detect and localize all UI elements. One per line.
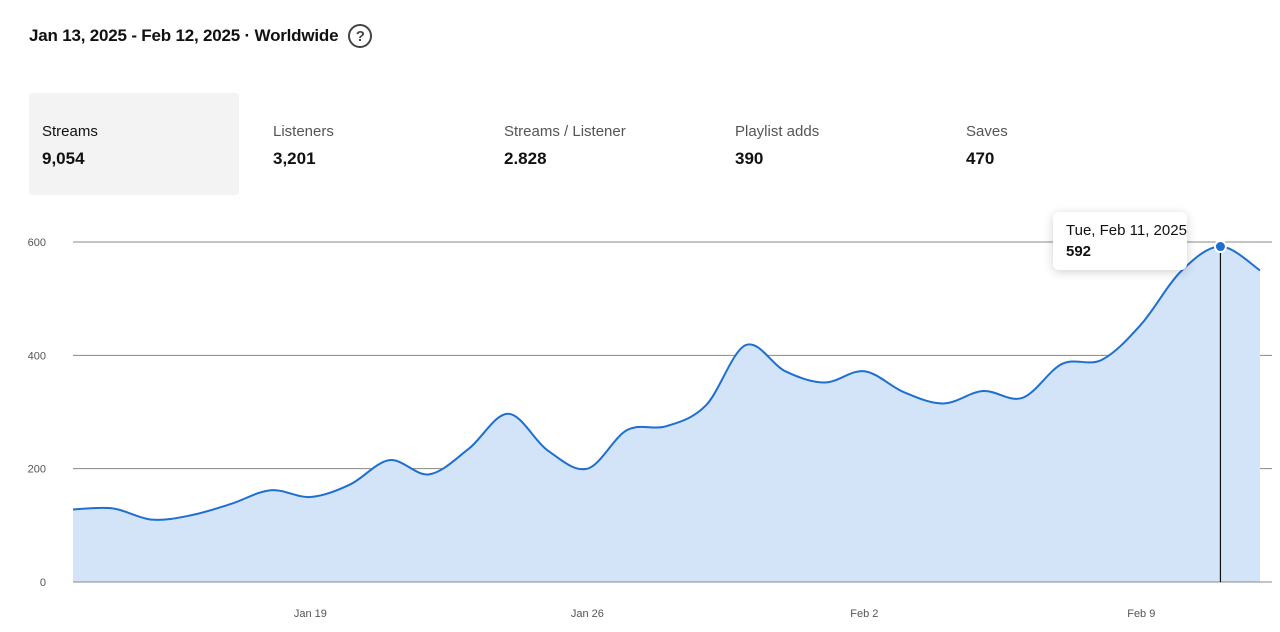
metric-tab-streams[interactable]: Streams 9,054 bbox=[29, 93, 239, 195]
metric-value: 470 bbox=[966, 149, 995, 168]
tooltip-date: Tue, Feb 11, 2025 bbox=[1066, 222, 1187, 239]
metric-label: Listeners bbox=[273, 123, 334, 140]
x-tick-label: Feb 9 bbox=[1127, 608, 1155, 620]
metric-label: Playlist adds bbox=[735, 123, 820, 140]
metric-tab-listeners[interactable]: Listeners 3,201 bbox=[260, 93, 470, 195]
y-tick-label: 200 bbox=[28, 464, 46, 476]
y-tick-label: 400 bbox=[28, 350, 46, 362]
metric-tab-playlist-adds[interactable]: Playlist adds 390 bbox=[722, 93, 932, 195]
page-title: Jan 13, 2025 - Feb 12, 2025 · Worldwide bbox=[29, 26, 339, 45]
metric-tab-streams-per-listener[interactable]: Streams / Listener 2.828 bbox=[491, 93, 701, 195]
series-area bbox=[73, 246, 1260, 582]
y-tick-label: 0 bbox=[40, 577, 46, 589]
metric-value: 390 bbox=[735, 149, 764, 168]
help-icon[interactable]: ? bbox=[348, 24, 373, 48]
metric-value: 2.828 bbox=[504, 149, 547, 168]
header: Jan 13, 2025 - Feb 12, 2025 · Worldwide … bbox=[29, 24, 373, 48]
hover-point bbox=[1213, 240, 1227, 254]
tooltip-value: 592 bbox=[1066, 243, 1092, 260]
x-tick-label: Jan 19 bbox=[294, 608, 327, 620]
metric-tab-saves[interactable]: Saves 470 bbox=[953, 93, 1163, 195]
x-tick-label: Jan 26 bbox=[571, 608, 604, 620]
metric-value: 3,201 bbox=[273, 149, 316, 168]
metric-value: 9,054 bbox=[42, 149, 85, 168]
x-tick-label: Feb 2 bbox=[850, 608, 878, 620]
series-line bbox=[72, 245, 1261, 521]
y-tick-label: 600 bbox=[28, 237, 46, 249]
metric-tabs: Streams 9,054 Listeners 3,201 Streams / … bbox=[29, 93, 1184, 195]
metric-label: Saves bbox=[966, 123, 1008, 140]
chart-tooltip: Tue, Feb 11, 2025 592 bbox=[1053, 212, 1187, 270]
metric-label: Streams / Listener bbox=[504, 123, 626, 140]
metric-label: Streams bbox=[42, 123, 98, 140]
streams-chart[interactable]: 0 200 400 600 Jan 19 Jan 26 Feb 2 Feb 9 bbox=[0, 200, 1280, 632]
